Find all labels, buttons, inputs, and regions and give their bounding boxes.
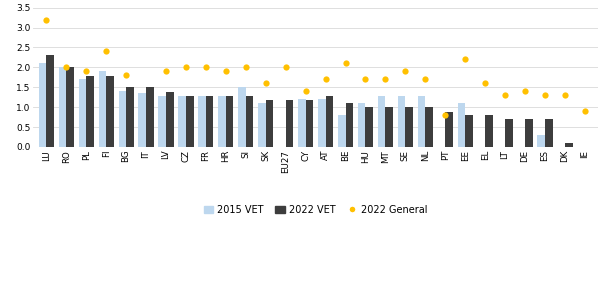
Bar (39, 63, 46, 147)
Bar (265, 100, 273, 147)
Bar (445, 112, 453, 147)
Bar (246, 96, 253, 147)
Bar (338, 115, 346, 147)
Bar (458, 103, 465, 147)
Bar (485, 115, 492, 147)
Bar (346, 103, 353, 147)
Bar (46, 56, 54, 147)
Bar (538, 135, 545, 147)
Bar (178, 96, 186, 147)
Legend: 2015 VET, 2022 VET, 2022 General: 2015 VET, 2022 VET, 2022 General (200, 201, 432, 219)
Bar (126, 87, 134, 147)
Bar (378, 96, 385, 147)
Bar (79, 79, 86, 147)
Bar (99, 71, 106, 147)
Bar (405, 107, 413, 147)
Bar (166, 92, 173, 147)
Bar (505, 119, 513, 147)
Bar (86, 76, 94, 147)
Bar (138, 93, 146, 147)
Bar (198, 96, 206, 147)
Bar (146, 87, 154, 147)
Bar (398, 96, 405, 147)
Bar (525, 119, 533, 147)
Bar (465, 115, 473, 147)
Bar (158, 96, 166, 147)
Bar (565, 143, 573, 147)
Bar (286, 100, 293, 147)
Bar (306, 100, 313, 147)
Bar (418, 96, 425, 147)
Bar (206, 96, 214, 147)
Bar (258, 103, 265, 147)
Bar (186, 96, 193, 147)
Bar (58, 67, 66, 147)
Bar (545, 119, 553, 147)
Bar (385, 107, 393, 147)
Bar (219, 96, 226, 147)
Bar (119, 91, 126, 147)
Bar (326, 96, 333, 147)
Bar (425, 107, 433, 147)
Bar (226, 96, 234, 147)
Bar (298, 99, 306, 147)
Bar (358, 103, 365, 147)
Bar (238, 87, 246, 147)
Bar (318, 99, 326, 147)
Bar (106, 76, 114, 147)
Bar (66, 67, 74, 147)
Bar (365, 107, 373, 147)
